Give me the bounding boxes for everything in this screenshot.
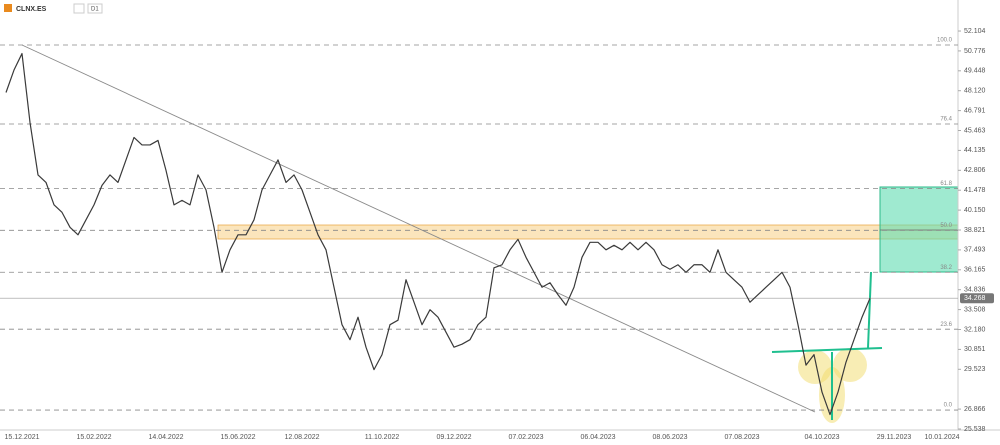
x-tick-label: 04.10.2023 bbox=[804, 434, 839, 441]
x-tick-label: 08.06.2023 bbox=[652, 434, 687, 441]
x-tick-label: 12.08.2022 bbox=[284, 434, 319, 441]
y-tick-label: 29.523 bbox=[964, 366, 986, 373]
x-tick-label: 10.01.2024 bbox=[924, 434, 959, 441]
y-tick-label: 25.538 bbox=[964, 426, 986, 433]
y-tick-label: 32.180 bbox=[964, 326, 986, 333]
y-tick-label: 48.120 bbox=[964, 88, 986, 95]
highlight bbox=[833, 348, 867, 382]
projection bbox=[867, 271, 872, 349]
x-tick-label: 15.06.2022 bbox=[220, 434, 255, 441]
trend-line bbox=[21, 44, 816, 413]
target-box bbox=[879, 186, 959, 273]
neckline bbox=[771, 347, 883, 353]
fib-label: 38.2 bbox=[940, 265, 952, 271]
symbol: CLNX.ES bbox=[16, 6, 47, 13]
x-tick-label: 09.12.2022 bbox=[436, 434, 471, 441]
y-tick-label: 34.836 bbox=[964, 287, 986, 294]
x-tick-label: 07.02.2023 bbox=[508, 434, 543, 441]
interval-select[interactable] bbox=[87, 3, 103, 14]
resistance-zone bbox=[217, 224, 959, 240]
settings-button[interactable] bbox=[73, 3, 85, 14]
interval[interactable]: D1 bbox=[91, 7, 99, 13]
y-tick-label: 33.508 bbox=[964, 306, 986, 313]
y-tick-label: 41.478 bbox=[964, 187, 986, 194]
last-price-tag bbox=[960, 293, 994, 304]
x-tick-label: 15.02.2022 bbox=[76, 434, 111, 441]
y-tick-label: 45.463 bbox=[964, 127, 986, 134]
fib-label: 23.6 bbox=[940, 322, 952, 328]
x-tick-label: 14.04.2022 bbox=[148, 434, 183, 441]
x-tick-label: 06.04.2023 bbox=[580, 434, 615, 441]
y-tick-label: 40.150 bbox=[964, 207, 986, 214]
symbol-icon bbox=[4, 4, 12, 12]
fib-label: 50.0 bbox=[940, 223, 952, 229]
fib-label: 100.0 bbox=[937, 38, 953, 44]
fib-label: 0.0 bbox=[944, 403, 953, 409]
fib-label: 61.8 bbox=[940, 181, 952, 187]
y-tick-label: 26.866 bbox=[964, 406, 986, 413]
x-tick-label: 11.10.2022 bbox=[365, 434, 400, 441]
y-tick-label: 44.135 bbox=[964, 147, 986, 154]
x-tick-label: 29.11.2023 bbox=[877, 434, 912, 441]
y-tick-label: 30.851 bbox=[964, 346, 986, 353]
y-tick-label: 50.776 bbox=[964, 48, 986, 55]
y-tick-label: 42.806 bbox=[964, 167, 986, 174]
x-tick-label: 07.08.2023 bbox=[724, 434, 759, 441]
x-tick-label: 15.12.2021 bbox=[4, 434, 39, 441]
y-tick-label: 37.493 bbox=[964, 247, 986, 254]
price-line bbox=[5, 52, 871, 416]
fib-label: 76.4 bbox=[940, 117, 952, 123]
y-tick-label: 52.104 bbox=[964, 28, 986, 35]
y-tick-label: 49.448 bbox=[964, 68, 986, 75]
y-tick-label: 38.821 bbox=[964, 227, 986, 234]
y-tick-label: 46.791 bbox=[964, 107, 986, 114]
last-price-label: 34.268 bbox=[964, 295, 986, 302]
y-tick-label: 36.165 bbox=[964, 267, 986, 274]
